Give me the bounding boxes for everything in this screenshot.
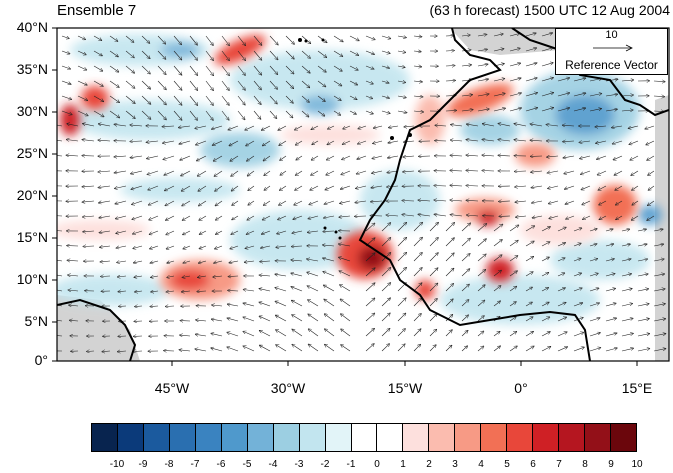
colorbar-label: 2 bbox=[417, 459, 441, 470]
colorbar-swatch bbox=[481, 424, 507, 451]
colorbar-label: -4 bbox=[261, 459, 285, 470]
colorbar-swatch bbox=[611, 424, 636, 451]
colorbar-label: 4 bbox=[469, 459, 493, 470]
colorbar bbox=[91, 423, 637, 452]
lon-label: 45°W bbox=[142, 380, 202, 396]
lat-label: 40°N bbox=[0, 19, 48, 35]
lat-label: 20°N bbox=[0, 187, 48, 203]
lat-label: 25°N bbox=[0, 145, 48, 161]
colorbar-label: 10 bbox=[625, 459, 649, 470]
anomaly-field bbox=[50, 28, 669, 361]
colorbar-swatch bbox=[455, 424, 481, 451]
lon-label: 15°E bbox=[607, 380, 667, 396]
colorbar-label: -2 bbox=[313, 459, 337, 470]
colorbar-label: 9 bbox=[599, 459, 623, 470]
lat-label: 0° bbox=[0, 352, 48, 368]
colorbar-swatch bbox=[326, 424, 352, 451]
colorbar-swatch bbox=[377, 424, 403, 451]
lat-label: 10°N bbox=[0, 271, 48, 287]
colorbar-swatch bbox=[170, 424, 196, 451]
colorbar-swatch bbox=[585, 424, 611, 451]
lon-label: 30°W bbox=[258, 380, 318, 396]
reference-arrow-icon bbox=[592, 43, 634, 53]
reference-vector-legend: 10 Reference Vector bbox=[555, 28, 668, 75]
colorbar-label: -10 bbox=[105, 459, 129, 470]
colorbar-label: -1 bbox=[339, 459, 363, 470]
colorbar-label: 0 bbox=[365, 459, 389, 470]
colorbar-swatch bbox=[507, 424, 533, 451]
colorbar-label: 7 bbox=[547, 459, 571, 470]
colorbar-swatch bbox=[222, 424, 248, 451]
colorbar-swatch bbox=[403, 424, 429, 451]
lat-label: 15°N bbox=[0, 229, 48, 245]
colorbar-swatch bbox=[559, 424, 585, 451]
lat-label: 35°N bbox=[0, 61, 48, 77]
lon-label: 15°W bbox=[375, 380, 435, 396]
reference-vector-label: Reference Vector bbox=[556, 58, 667, 72]
colorbar-label: -5 bbox=[235, 459, 259, 470]
colorbar-label: 3 bbox=[443, 459, 467, 470]
colorbar-swatch bbox=[300, 424, 326, 451]
colorbar-label: 5 bbox=[495, 459, 519, 470]
lat-label: 30°N bbox=[0, 103, 48, 119]
colorbar-label: 1 bbox=[391, 459, 415, 470]
colorbar-swatch bbox=[429, 424, 455, 451]
lon-label: 0° bbox=[491, 380, 551, 396]
colorbar-swatch bbox=[196, 424, 222, 451]
colorbar-label: 6 bbox=[521, 459, 545, 470]
colorbar-swatch bbox=[144, 424, 170, 451]
colorbar-label: -3 bbox=[287, 459, 311, 470]
colorbar-swatch bbox=[533, 424, 559, 451]
colorbar-label: -6 bbox=[209, 459, 233, 470]
colorbar-swatch bbox=[248, 424, 274, 451]
colorbar-swatch bbox=[118, 424, 144, 451]
colorbar-swatch bbox=[274, 424, 300, 451]
colorbar-label: 8 bbox=[573, 459, 597, 470]
reference-vector-magnitude: 10 bbox=[556, 29, 667, 41]
colorbar-label: -9 bbox=[131, 459, 155, 470]
colorbar-label: -8 bbox=[157, 459, 181, 470]
colorbar-swatch bbox=[92, 424, 118, 451]
colorbar-swatch bbox=[352, 424, 378, 451]
lat-label: 5°N bbox=[0, 313, 48, 329]
colorbar-label: -7 bbox=[183, 459, 207, 470]
